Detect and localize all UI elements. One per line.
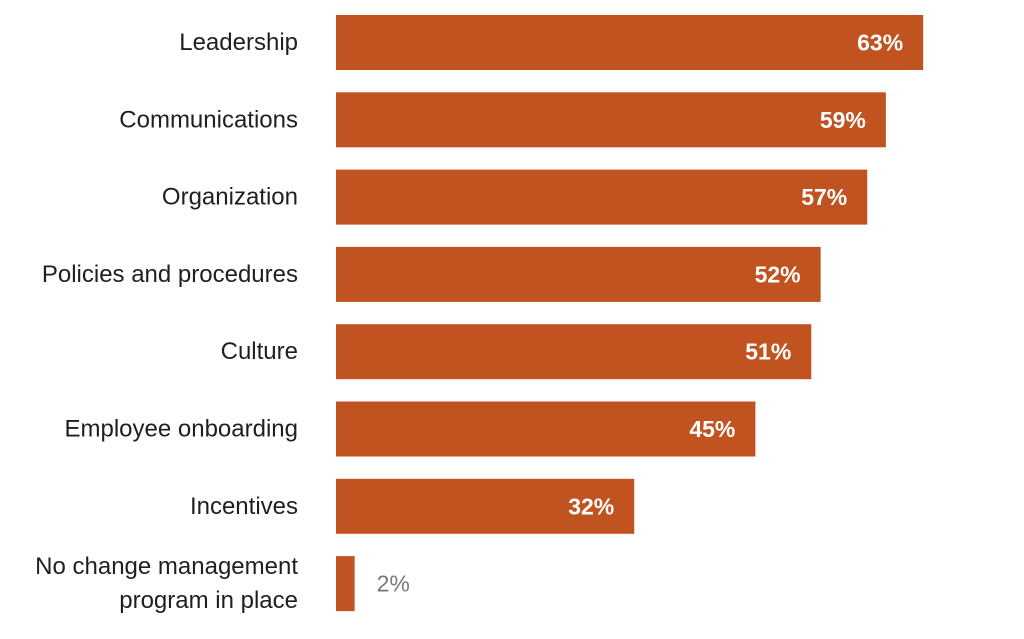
value-label: 51%	[745, 339, 791, 365]
category-label: No change management	[35, 553, 298, 580]
category-label: Organization	[162, 184, 298, 211]
category-label: program in place	[119, 587, 298, 614]
value-label: 59%	[820, 107, 866, 133]
bar	[336, 324, 812, 380]
value-label: 2%	[377, 571, 410, 597]
value-label: 45%	[689, 416, 735, 442]
bar	[336, 478, 635, 534]
bar	[336, 169, 868, 225]
value-label: 32%	[568, 493, 614, 519]
category-labels-group: Leadership Communications Organization Poli…	[35, 29, 298, 614]
bar	[336, 246, 821, 302]
category-label: Incentives	[190, 493, 298, 520]
value-labels-group: 63% 59% 57% 52% 51% 45% 32% 2%	[377, 30, 904, 597]
category-label: Communications	[119, 106, 298, 133]
category-label: Employee onboarding	[65, 416, 299, 443]
bar	[336, 556, 355, 612]
bar	[336, 15, 924, 70]
value-label: 52%	[755, 261, 801, 287]
value-label: 63%	[857, 30, 903, 56]
category-label: Culture	[221, 338, 298, 365]
value-label: 57%	[801, 184, 847, 210]
bar	[336, 401, 756, 457]
category-label: Leadership	[179, 29, 298, 56]
bar	[336, 92, 886, 148]
bars-group	[336, 15, 924, 612]
category-label: Policies and procedures	[42, 261, 298, 288]
